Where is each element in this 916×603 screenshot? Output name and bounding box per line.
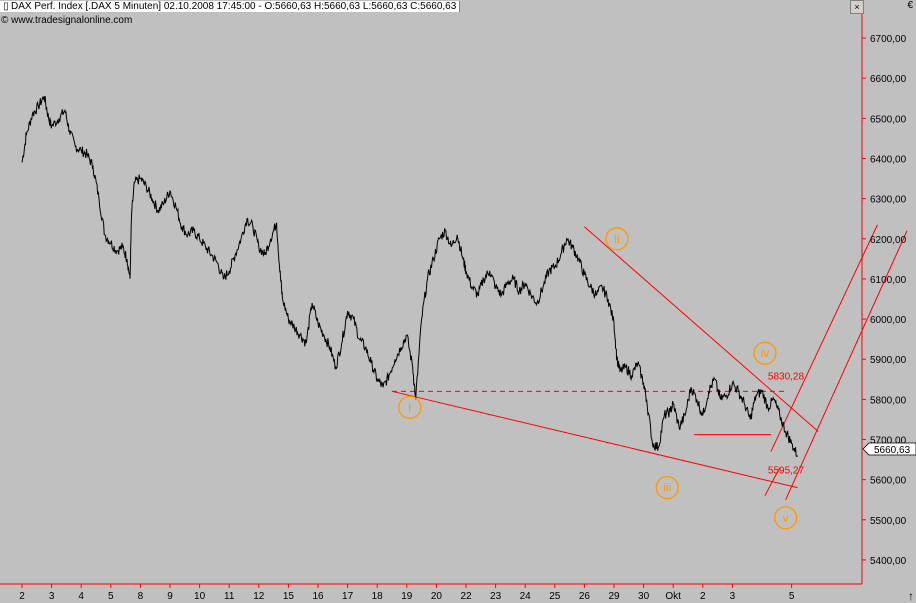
chart-info-icon[interactable]: ▯ xyxy=(3,1,9,12)
x-axis-ticks: 2 3 4 5 8 9 10 11 12 15 16 17 18 19 20 22 23 24 25 26 29 30 Ok… xyxy=(19,584,795,602)
x-tick-label: 23 xyxy=(490,591,502,602)
y-tick-label: 5900,00 xyxy=(870,355,907,366)
x-tick-label: 10 xyxy=(194,591,206,602)
y-tick-label: 6600,00 xyxy=(870,74,907,85)
last-value-badge xyxy=(862,442,916,456)
scroll-up-arrow-icon[interactable]: ↑ xyxy=(908,589,914,603)
trend-line xyxy=(770,224,878,452)
y-tick-label: 6100,00 xyxy=(870,275,907,286)
y-tick-label: 5700,00 xyxy=(870,435,907,446)
wave-label-text: iii xyxy=(663,481,671,495)
x-tick-label: 25 xyxy=(549,591,561,602)
wave-label-text: v xyxy=(783,511,789,525)
wave-label-circle xyxy=(605,227,629,251)
x-tick-label: 11 xyxy=(224,591,235,602)
level-label: 5595,27 xyxy=(768,466,805,477)
x-tick-label: 4 xyxy=(78,591,84,602)
x-tick-label: 16 xyxy=(312,591,324,602)
x-tick-label: 8 xyxy=(138,591,144,602)
x-tick-label: Okt xyxy=(665,591,681,602)
y-tick-label: 6300,00 xyxy=(870,195,907,206)
x-tick-label: 15 xyxy=(283,591,295,602)
y-tick-label: 6000,00 xyxy=(870,315,907,326)
wave-label-text: iv xyxy=(761,346,770,360)
level-labels: 5830,28 5595,27 xyxy=(768,371,805,476)
wave-label-circle xyxy=(398,395,422,420)
trend-line xyxy=(785,230,908,500)
x-tick-label: 22 xyxy=(460,591,472,602)
y-tick-label: 6500,00 xyxy=(870,114,907,125)
trend-line xyxy=(391,390,798,489)
y-tick-label: 5600,00 xyxy=(870,476,907,487)
copyright-icon: © xyxy=(1,15,9,26)
x-tick-label: 29 xyxy=(608,591,620,602)
price-series-line xyxy=(21,96,798,458)
y-tick-label: 5500,00 xyxy=(870,516,907,527)
last-value-label: 5660,63 xyxy=(874,445,911,456)
x-tick-label: 2 xyxy=(19,591,25,602)
close-button[interactable]: × xyxy=(850,0,864,14)
x-tick-label: 20 xyxy=(431,591,443,602)
chart-title: DAX Perf. Index [.DAX 5 Minuten] 02.10.2… xyxy=(11,1,457,12)
plot-background xyxy=(0,14,862,584)
x-tick-label: 9 xyxy=(167,591,173,602)
x-tick-label: 12 xyxy=(253,591,265,602)
trend-line xyxy=(584,226,819,432)
y-tick-label: 6700,00 xyxy=(870,34,907,45)
x-tick-label: 3 xyxy=(730,591,736,602)
x-tick-label: 3 xyxy=(49,591,55,602)
y-tick-label: 5400,00 xyxy=(870,556,907,567)
y-tick-label: 6400,00 xyxy=(870,155,907,166)
x-tick-label: 19 xyxy=(401,591,413,602)
source-line: © www.tradesignalonline.com xyxy=(1,15,132,26)
trend-line xyxy=(764,467,781,496)
y-axis-ticks: 5400,00 5500,00 5600,00 5700,00 5800,00 5900,… xyxy=(862,34,907,567)
last-value-marker: 5660,63 xyxy=(862,442,916,456)
y-tick-label: 6200,00 xyxy=(870,235,907,246)
wave-label-text: i xyxy=(408,400,411,414)
analysis-lines xyxy=(391,224,908,500)
x-tick-label: 5 xyxy=(789,591,795,602)
x-tick-label: 5 xyxy=(108,591,114,602)
x-tick-label: 24 xyxy=(520,591,532,602)
x-tick-label: 30 xyxy=(638,591,650,602)
x-tick-label: 17 xyxy=(342,591,354,602)
x-tick-label: 18 xyxy=(372,591,384,602)
wave-label-text: ii xyxy=(614,232,619,246)
x-tick-label: 26 xyxy=(579,591,591,602)
currency-label: € xyxy=(907,0,913,11)
y-tick-label: 5800,00 xyxy=(870,395,907,406)
wave-label-circle xyxy=(774,506,798,530)
chart-title-bar: ▯ DAX Perf. Index [.DAX 5 Minuten] 02.10.… xyxy=(0,0,461,14)
wave-label-circle xyxy=(753,341,777,365)
wave-label-circle xyxy=(655,476,679,500)
level-label: 5830,28 xyxy=(768,371,805,382)
source-url[interactable]: www.tradesignalonline.com xyxy=(11,15,133,26)
x-tick-label: 2 xyxy=(700,591,706,602)
